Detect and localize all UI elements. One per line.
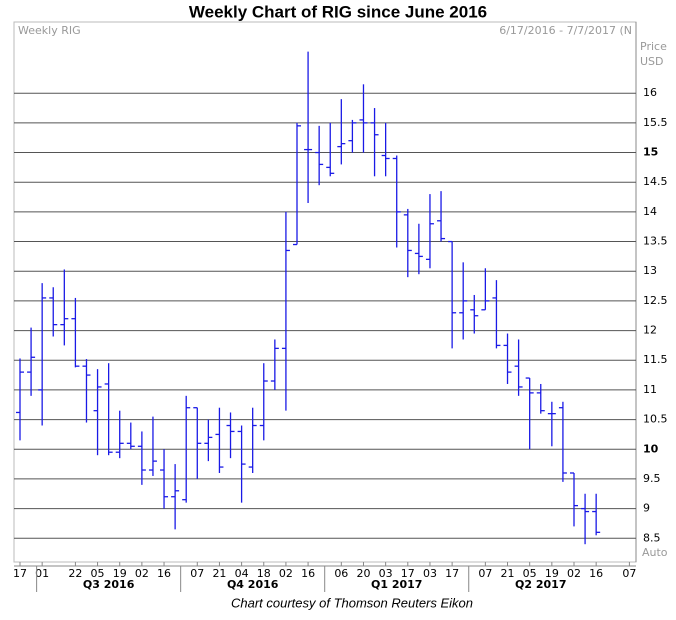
quarter-label: Q1 2017 <box>371 578 422 591</box>
y-tick-label: 9.5 <box>643 472 661 485</box>
x-tick-label: 17 <box>401 567 415 580</box>
y-tick-label: 11.5 <box>643 353 668 366</box>
x-tick-label: 07 <box>622 567 636 580</box>
x-tick-label: 16 <box>589 567 603 580</box>
x-tick-label: 03 <box>379 567 393 580</box>
y-tick-label: 13.5 <box>643 235 668 248</box>
quarter-label: Q4 2016 <box>227 578 279 591</box>
x-tick-label: 02 <box>279 567 293 580</box>
x-tick-label: 05 <box>91 567 105 580</box>
y-tick-label: 15.5 <box>643 116 668 129</box>
quarter-label: Q3 2016 <box>83 578 135 591</box>
y-tick-label: 10.5 <box>643 413 668 426</box>
y-tick-label: 16 <box>643 86 657 99</box>
y-tick-label: 8.5 <box>643 531 661 544</box>
x-tick-label: 17 <box>445 567 459 580</box>
x-tick-label: 01 <box>35 567 49 580</box>
x-tick-label: 22 <box>68 567 82 580</box>
x-tick-label: 17 <box>13 567 27 580</box>
range-label: 6/17/2016 - 7/7/2017 (N <box>499 24 632 37</box>
x-tick-label: 04 <box>235 567 249 580</box>
y-tick-label: 9 <box>643 502 650 515</box>
axis-label: Price <box>640 40 667 53</box>
x-tick-label: 19 <box>113 567 127 580</box>
plot-frame <box>13 21 637 563</box>
x-tick-label: 07 <box>478 567 492 580</box>
x-tick-label: 19 <box>545 567 559 580</box>
x-tick-label: 21 <box>212 567 226 580</box>
y-tick-label: 13 <box>643 264 657 277</box>
chart-title: Weekly Chart of RIG since June 2016 <box>189 2 487 21</box>
scale-mode: Auto <box>642 546 668 559</box>
y-tick-label: 14 <box>643 205 657 218</box>
x-tick-label: 16 <box>301 567 315 580</box>
x-tick-label: 07 <box>190 567 204 580</box>
y-tick-label: 12.5 <box>643 294 668 307</box>
quarter-label: Q2 2017 <box>515 578 566 591</box>
x-tick-label: 06 <box>334 567 348 580</box>
y-tick-label: 12 <box>643 324 657 337</box>
x-tick-label: 05 <box>523 567 537 580</box>
x-tick-label: 02 <box>135 567 149 580</box>
y-tick-label: 10 <box>643 442 659 455</box>
unit-label: USD <box>640 55 664 68</box>
footer: Chart courtesy of Thomson Reuters Eikon <box>231 595 473 610</box>
x-tick-label: 18 <box>257 567 271 580</box>
x-tick-label: 03 <box>423 567 437 580</box>
y-tick-label: 15 <box>643 146 658 159</box>
x-tick-label: 20 <box>356 567 370 580</box>
x-tick-label: 02 <box>567 567 581 580</box>
x-tick-label: 21 <box>501 567 515 580</box>
y-tick-label: 11 <box>643 383 657 396</box>
x-tick-label: 16 <box>157 567 171 580</box>
y-tick-label: 14.5 <box>643 175 668 188</box>
symbol-label: Weekly RIG <box>18 24 81 37</box>
